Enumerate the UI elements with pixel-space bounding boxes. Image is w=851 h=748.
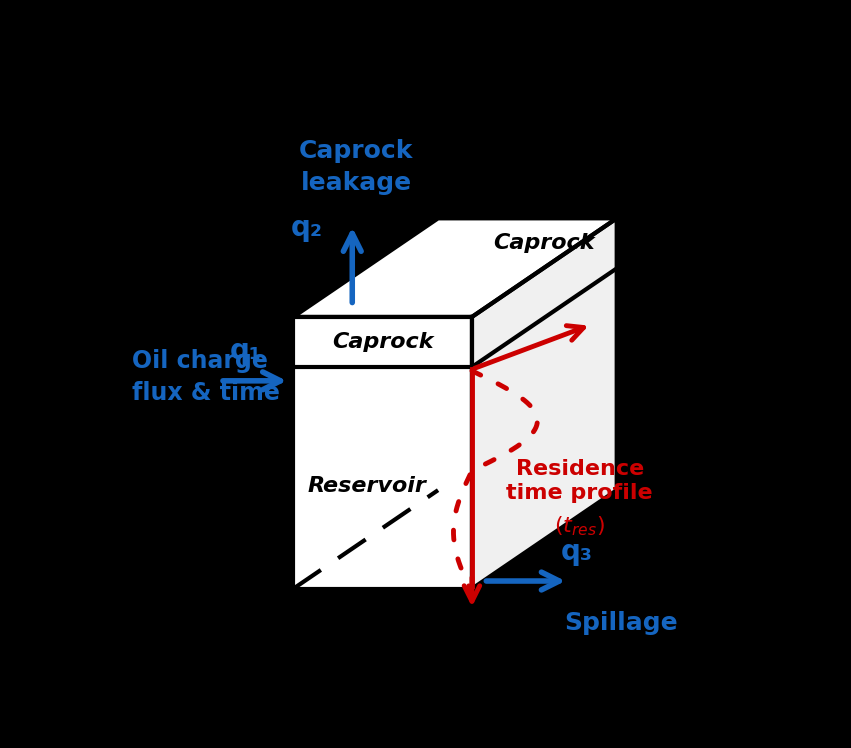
Text: Caprock: Caprock bbox=[494, 233, 595, 254]
Text: Oil charge
flux & time: Oil charge flux & time bbox=[132, 349, 279, 405]
Text: Reservoir: Reservoir bbox=[308, 476, 426, 495]
Text: Residence
time profile: Residence time profile bbox=[506, 459, 653, 503]
Polygon shape bbox=[294, 218, 617, 317]
Text: Caprock: Caprock bbox=[332, 332, 433, 352]
Text: q₂: q₂ bbox=[291, 215, 323, 242]
Text: Caprock
leakage: Caprock leakage bbox=[299, 139, 414, 194]
Polygon shape bbox=[472, 218, 617, 589]
Text: $(t_{res})$: $(t_{res})$ bbox=[554, 515, 605, 539]
Text: q₃: q₃ bbox=[561, 538, 592, 565]
Text: q₁: q₁ bbox=[230, 337, 261, 366]
Polygon shape bbox=[294, 317, 472, 589]
Text: Spillage: Spillage bbox=[564, 611, 678, 635]
